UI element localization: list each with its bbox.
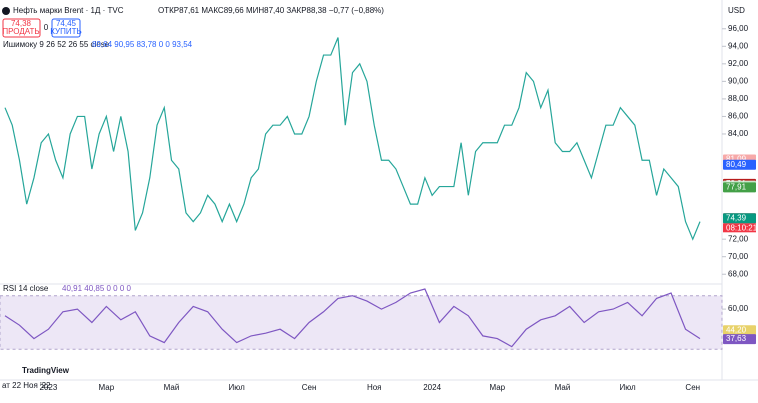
x-tick-label: Мар <box>99 383 115 392</box>
price-badge <box>723 159 756 170</box>
timer-bg <box>723 223 756 233</box>
price-badge <box>723 182 756 193</box>
y-tick-label: 88,00 <box>728 94 749 103</box>
x-tick-label: Июл <box>619 383 636 392</box>
currency: USD <box>728 6 745 15</box>
sell-label: ПРОДАТЬ <box>2 27 39 36</box>
y-tick-label: 70,00 <box>728 252 749 261</box>
x-tick-label: Мар <box>489 383 505 392</box>
start-date: ат 22 Ноя '22 <box>2 381 51 390</box>
x-tick-label: Ноя <box>367 383 382 392</box>
sell-price: 74,38 <box>11 19 32 28</box>
rsi-line <box>4 288 701 348</box>
rsi-legend-values: 40,91 40,85 0 0 0 0 <box>62 284 132 293</box>
symbol-icon <box>2 7 10 15</box>
x-tick-label: Сен <box>685 383 700 392</box>
x-tick-label: Май <box>555 383 571 392</box>
y-tick-label: 68,00 <box>728 269 749 278</box>
rsi-badge <box>723 334 756 345</box>
x-tick-label: Сен <box>302 383 317 392</box>
sell-button[interactable] <box>2 18 41 38</box>
x-tick-label: 2023 <box>40 383 58 392</box>
price-line <box>4 37 701 241</box>
symbol: Нефть марки Brent · 1Д · TVC <box>13 6 124 15</box>
rsi-tick-label: 60,00 <box>728 304 749 313</box>
rsi-badge-label: 44,20 <box>726 325 747 334</box>
buy-label: КУПИТЬ <box>50 27 81 36</box>
rsi-badge <box>723 325 756 336</box>
y-tick-label: 90,00 <box>728 76 749 85</box>
timer: 08:10:21 <box>726 223 758 232</box>
indicator-values: 89,64 90,95 83,78 0 0 93,54 <box>92 40 193 49</box>
price-badge <box>723 213 756 224</box>
y-tick-label: 94,00 <box>728 41 749 50</box>
x-tick-label: 2024 <box>423 383 441 392</box>
spread: 0 <box>44 23 49 32</box>
buy-price: 74,45 <box>56 19 77 28</box>
rsi-badge-label: 37,63 <box>726 334 747 343</box>
rsi-band <box>0 295 723 350</box>
ohlc: ОТКР87,61 МАКС89,66 МИН87,40 ЗАКР88,38 −… <box>158 6 384 15</box>
y-tick-label: 72,00 <box>728 234 749 243</box>
price-badge-label: 77,91 <box>726 182 747 191</box>
logo: TradingView <box>22 366 70 375</box>
y-tick-label: 84,00 <box>728 129 749 138</box>
price-badge-label: 81,09 <box>726 155 747 164</box>
price-badge-label: 74,39 <box>726 213 747 222</box>
y-tick-label: 86,00 <box>728 112 749 121</box>
x-tick-label: Май <box>164 383 180 392</box>
price-badge-label: 80,49 <box>726 160 747 169</box>
y-tick-label: 92,00 <box>728 59 749 68</box>
y-tick-label: 96,00 <box>728 24 749 33</box>
indicator: Ишимоку 9 26 52 26 55 close <box>3 40 110 49</box>
x-tick-label: Июл <box>229 383 246 392</box>
buy-button[interactable] <box>51 18 81 38</box>
rsi-title: RSI 14 close <box>3 284 49 293</box>
